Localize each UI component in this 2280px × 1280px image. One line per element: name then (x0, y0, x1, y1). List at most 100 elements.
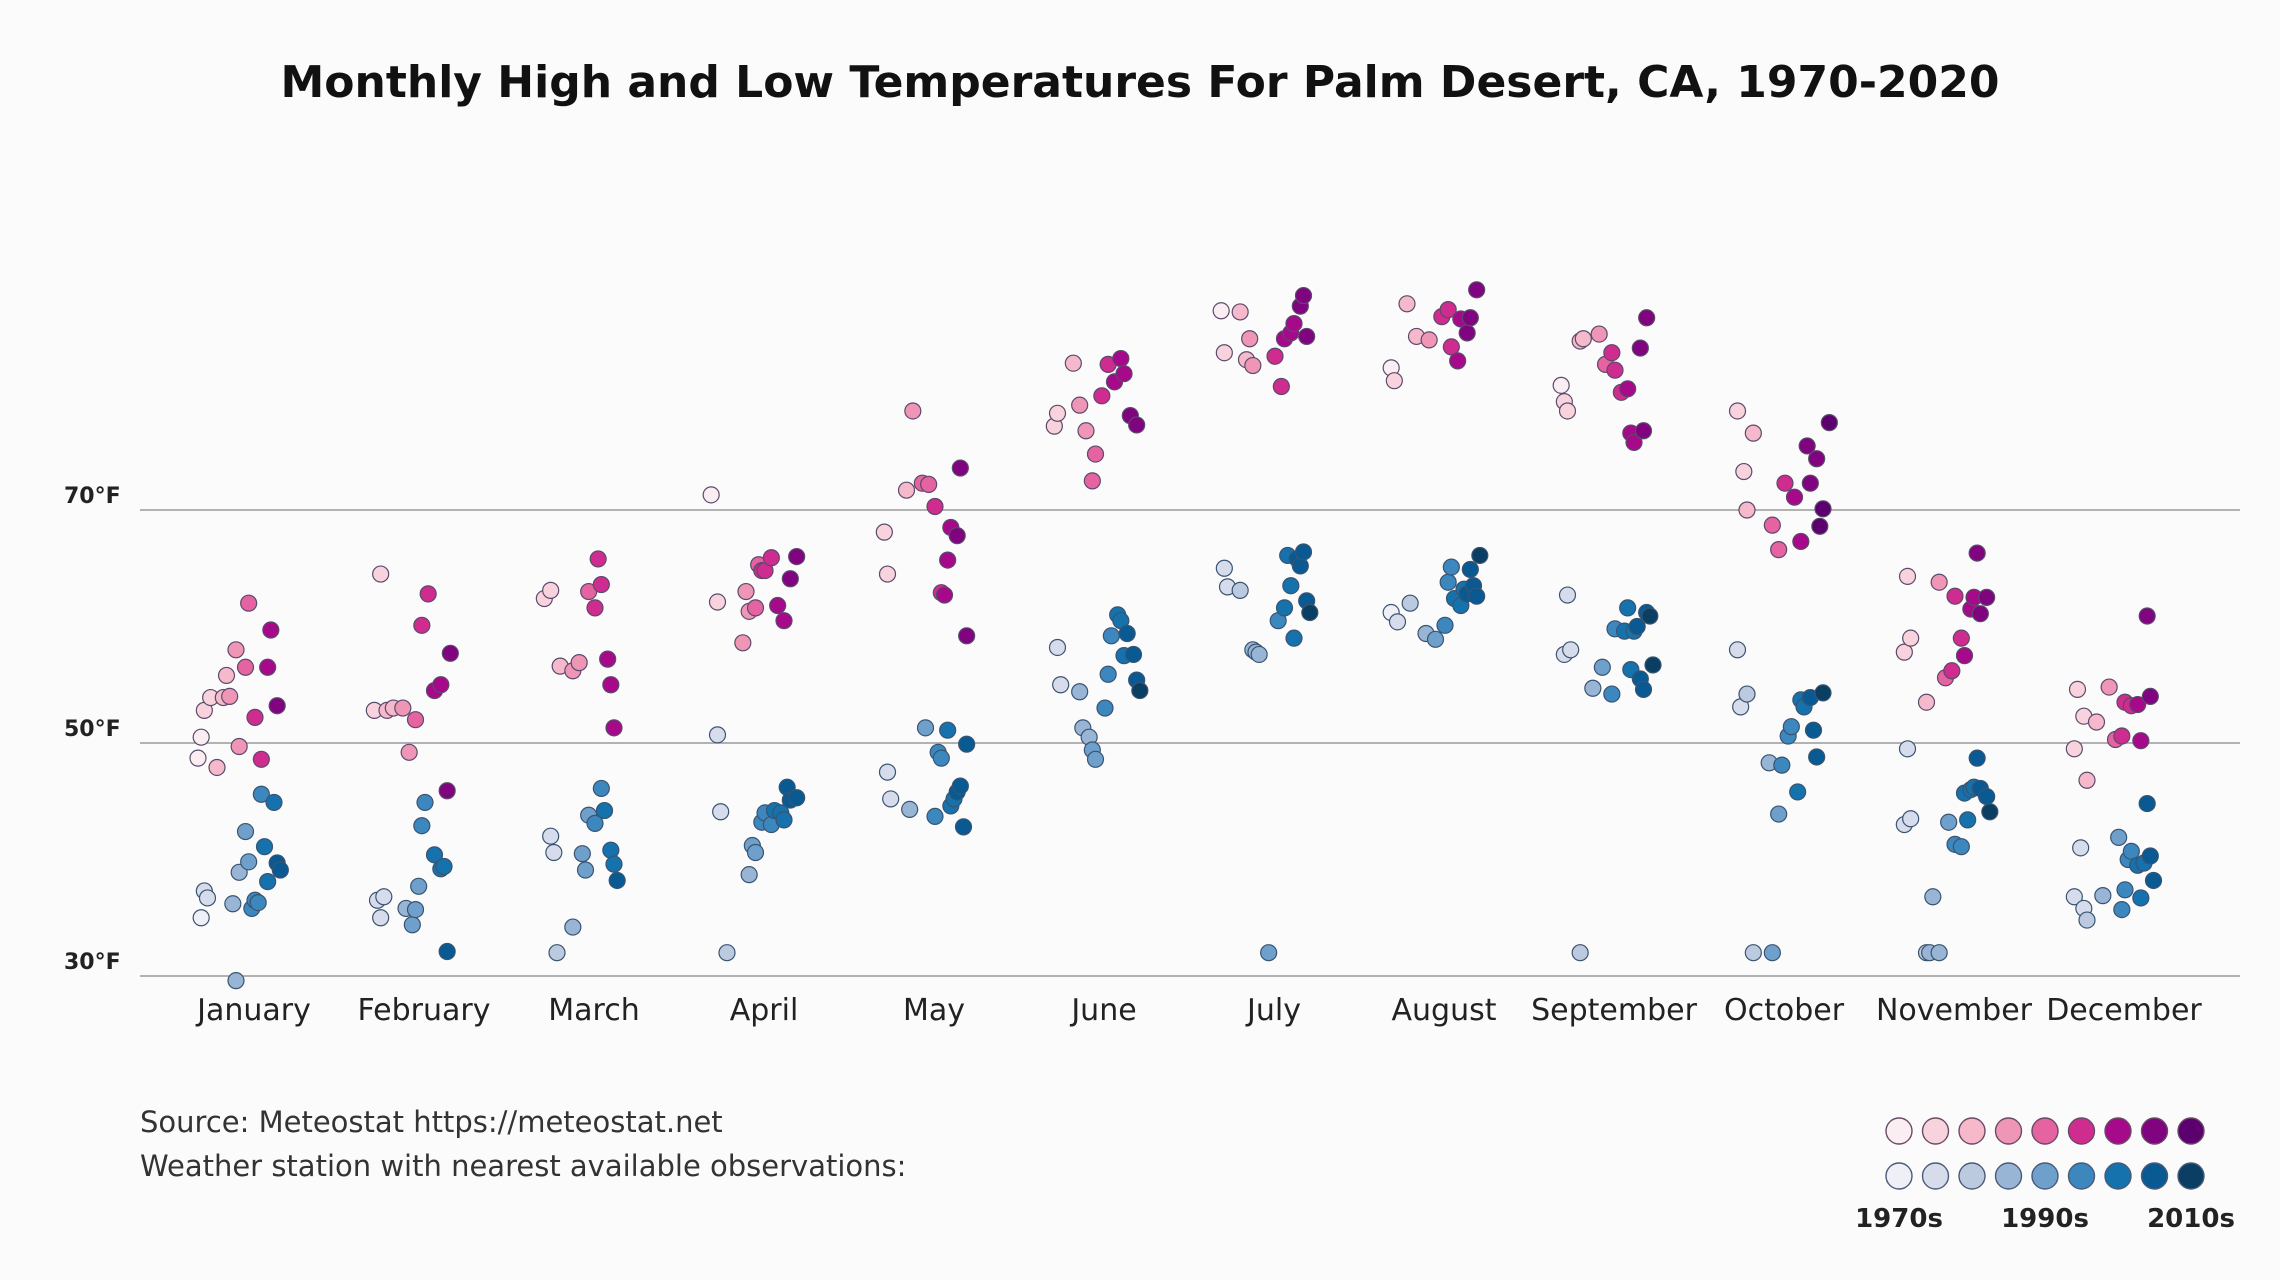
high-point (1955, 647, 1974, 665)
low-point (1744, 944, 1762, 962)
high-point (1770, 541, 1788, 559)
high-point (775, 612, 793, 630)
high-point (246, 708, 264, 726)
low-point (1571, 944, 1589, 962)
high-point (570, 654, 588, 672)
high-point (592, 575, 610, 594)
low-point (227, 972, 245, 990)
high-point (240, 594, 258, 612)
high-point (951, 459, 969, 477)
high-point (1952, 629, 1970, 647)
high-point (602, 676, 620, 694)
low-point (882, 790, 900, 808)
high-point (419, 585, 437, 603)
low-point (1131, 681, 1149, 700)
high-point (605, 719, 623, 737)
x-tick-label: November (1876, 993, 2033, 1028)
low-point (1118, 624, 1136, 643)
low-point (951, 777, 969, 795)
high-point (1634, 422, 1653, 440)
low-point (1291, 557, 1309, 575)
legend-low-swatch (2031, 1162, 2059, 1190)
high-point (1798, 437, 1816, 455)
low-point (375, 888, 393, 906)
high-point (230, 737, 248, 756)
low-point (2078, 911, 2096, 929)
low-point (548, 944, 566, 962)
station-line: Weather station with nearest available o… (140, 1149, 906, 1183)
low-point (1968, 749, 1986, 767)
legend-high-swatch (2067, 1117, 2096, 1145)
low-point (1099, 665, 1117, 683)
low-point (939, 721, 957, 739)
low-point (271, 861, 289, 879)
high-temperature-points (189, 281, 2159, 800)
high-point (1738, 501, 1756, 519)
legend-low-swatch (2140, 1162, 2169, 1190)
low-point (1282, 577, 1300, 595)
low-point (573, 845, 591, 863)
low-point (2094, 887, 2112, 905)
low-point (595, 801, 614, 820)
low-point (224, 895, 242, 913)
high-point (406, 711, 425, 729)
high-point (1458, 324, 1476, 342)
high-point (1574, 330, 1592, 348)
high-point (192, 728, 210, 746)
high-point (1978, 588, 1996, 606)
low-point (192, 909, 210, 927)
low-point (1388, 613, 1407, 631)
high-point (1442, 338, 1460, 356)
low-point (1231, 581, 1249, 599)
low-point (1096, 699, 1114, 717)
high-point (599, 650, 617, 668)
high-point (1792, 532, 1810, 551)
high-point (441, 644, 459, 662)
high-point (1625, 433, 1643, 452)
high-point (1112, 349, 1130, 368)
low-point (406, 900, 425, 919)
low-point (1628, 617, 1646, 636)
high-point (1776, 474, 1794, 492)
legend-label: 1970s (1855, 1204, 1943, 1234)
low-point (1426, 630, 1445, 648)
low-point (1468, 587, 1486, 605)
low-point (1789, 783, 1807, 801)
low-point (1738, 685, 1756, 703)
low-point (788, 789, 806, 807)
high-point (708, 593, 727, 611)
legend-high-swatch (1994, 1117, 2023, 1145)
high-point (1241, 330, 1259, 348)
low-point (932, 749, 950, 767)
high-point (1231, 303, 1249, 321)
low-point (608, 871, 626, 890)
high-point (259, 658, 277, 676)
high-point (788, 547, 806, 566)
high-point (2068, 680, 2087, 699)
high-point (935, 586, 954, 604)
low-point (1285, 629, 1303, 647)
high-point (1285, 315, 1303, 333)
legend-label: 1990s (2001, 1204, 2089, 1234)
high-point (702, 486, 720, 504)
high-point (1631, 339, 1649, 357)
high-point (1898, 567, 1917, 586)
high-point (1820, 414, 1838, 432)
y-tick-label: 50°F (64, 717, 121, 742)
low-point (198, 889, 217, 907)
low-point (1898, 740, 1917, 758)
high-point (1968, 544, 1986, 562)
low-point (1770, 805, 1788, 823)
high-point (734, 634, 752, 652)
high-point (1606, 361, 1624, 379)
low-point (1634, 680, 1653, 699)
low-point (1593, 658, 1611, 676)
low-point (605, 855, 623, 873)
low-point (2138, 794, 2156, 813)
x-tick-label: September (1531, 993, 1697, 1028)
low-point (1959, 811, 1977, 829)
low-point (916, 719, 935, 737)
low-point (926, 807, 944, 825)
low-point (1804, 721, 1823, 739)
decade-legend: 1970s 1990s 2010s (1855, 1117, 2235, 1234)
